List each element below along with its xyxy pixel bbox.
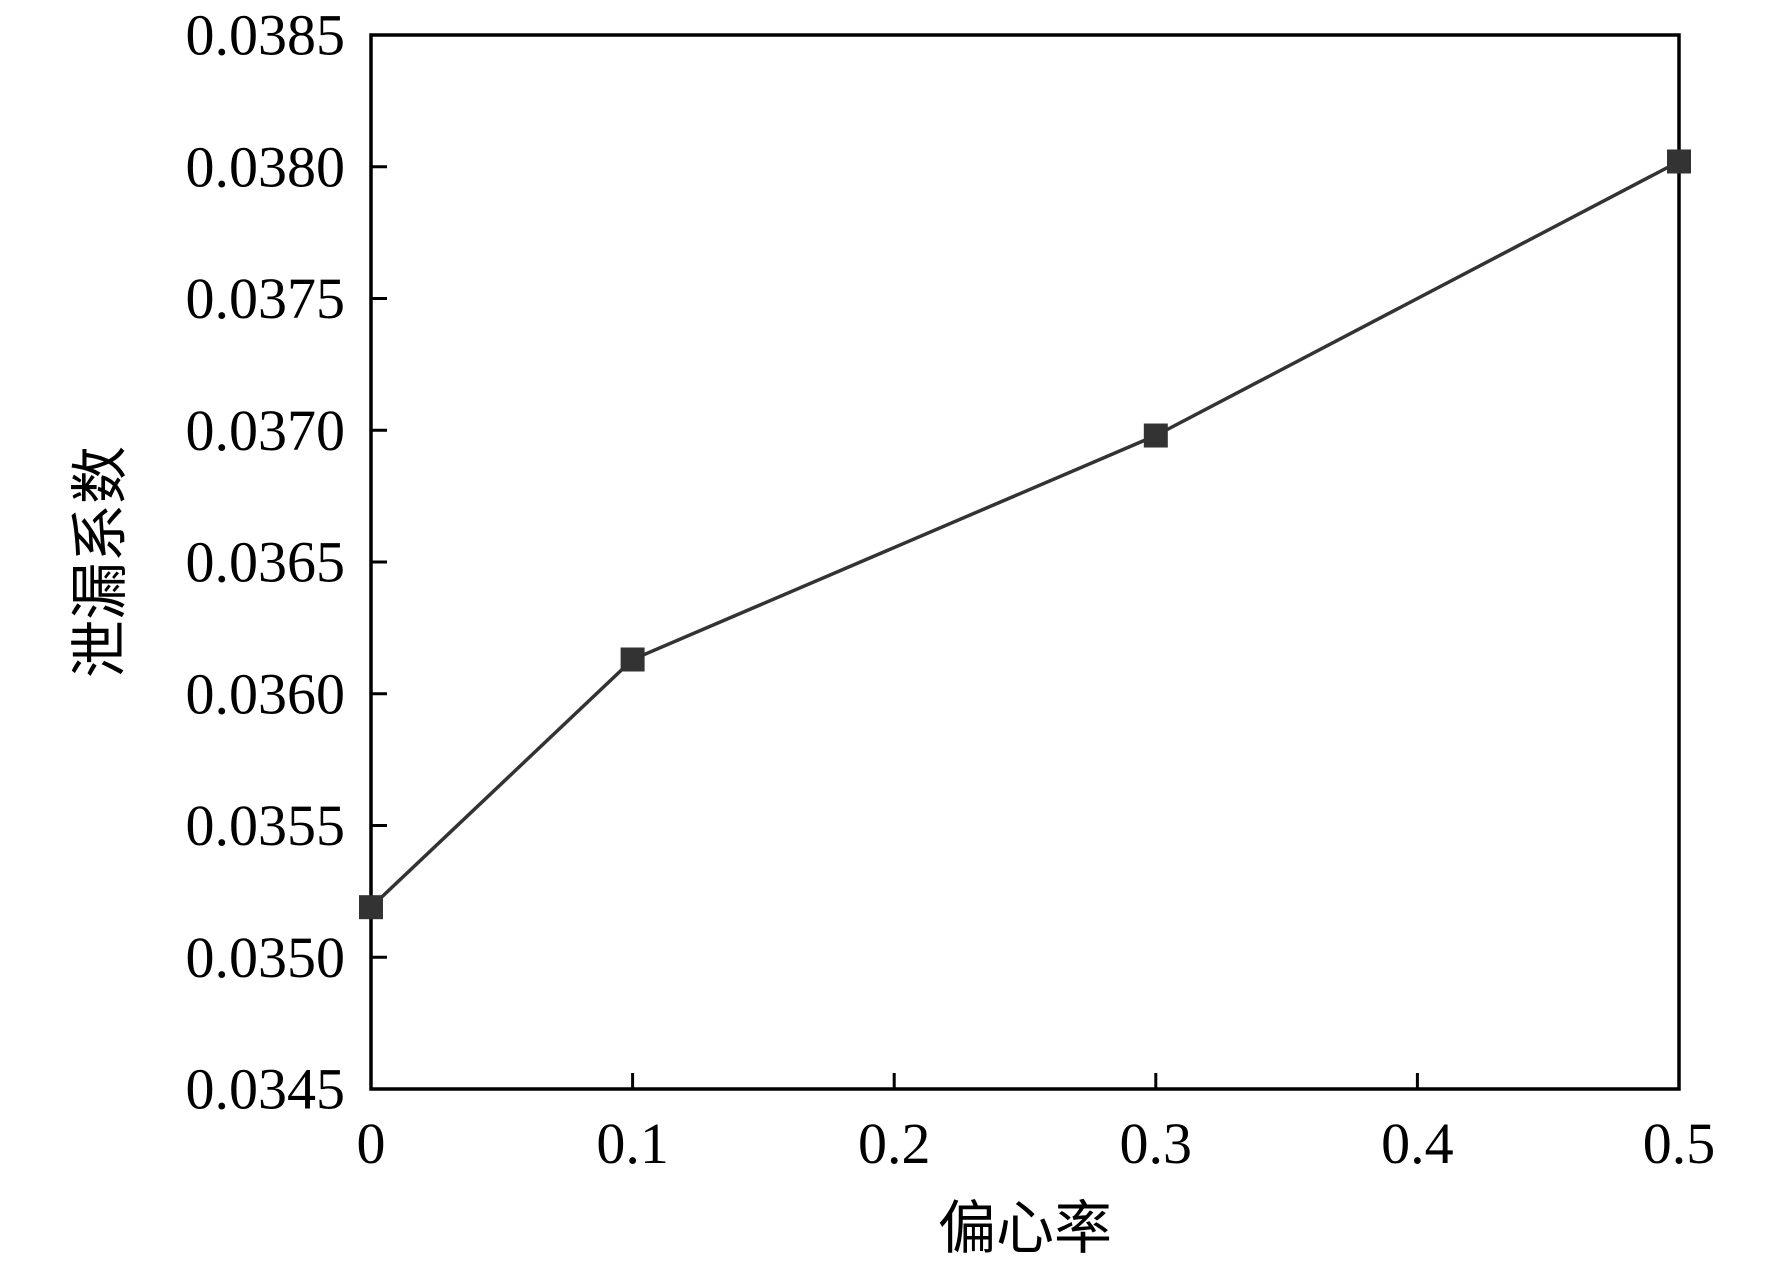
data-point-marker [359,895,383,920]
y-axis-title: 泄漏系数 [68,446,133,678]
x-axis-title: 偏心率 [938,1196,1112,1258]
y-tick-label: 0.0350 [186,925,346,990]
data-point-marker [1143,423,1168,448]
y-tick-label: 0.0360 [186,661,346,726]
x-tick-label: 0.4 [1381,1111,1454,1176]
y-axis-ticks: 0.0345 0.0350 0.0355 0.0360 0.0365 0.0370 0.03… [186,3,387,1122]
x-tick-label: 0.5 [1643,1111,1716,1176]
y-tick-label: 0.0375 [186,266,346,331]
y-tick-label: 0.0365 [186,530,346,595]
y-tick-label: 0.0355 [186,793,346,858]
x-axis-ticks: 0 0.1 0.2 0.3 0.4 0.5 [357,1073,1716,1176]
x-tick-label: 0.3 [1120,1111,1193,1176]
plot-area [369,33,1681,1091]
x-tick-label: 0.2 [858,1111,931,1176]
x-tick-label: 0.1 [596,1111,669,1176]
data-point-marker [1667,149,1691,174]
y-tick-label: 0.0385 [186,3,346,68]
series-line [369,159,1680,909]
series-layer [359,149,1691,920]
y-tick-label: 0.0370 [186,398,346,463]
y-tick-label: 0.0380 [186,134,346,199]
data-point-marker [620,647,645,672]
x-tick-label: 0 [357,1111,386,1176]
y-tick-label: 0.0345 [186,1057,346,1122]
